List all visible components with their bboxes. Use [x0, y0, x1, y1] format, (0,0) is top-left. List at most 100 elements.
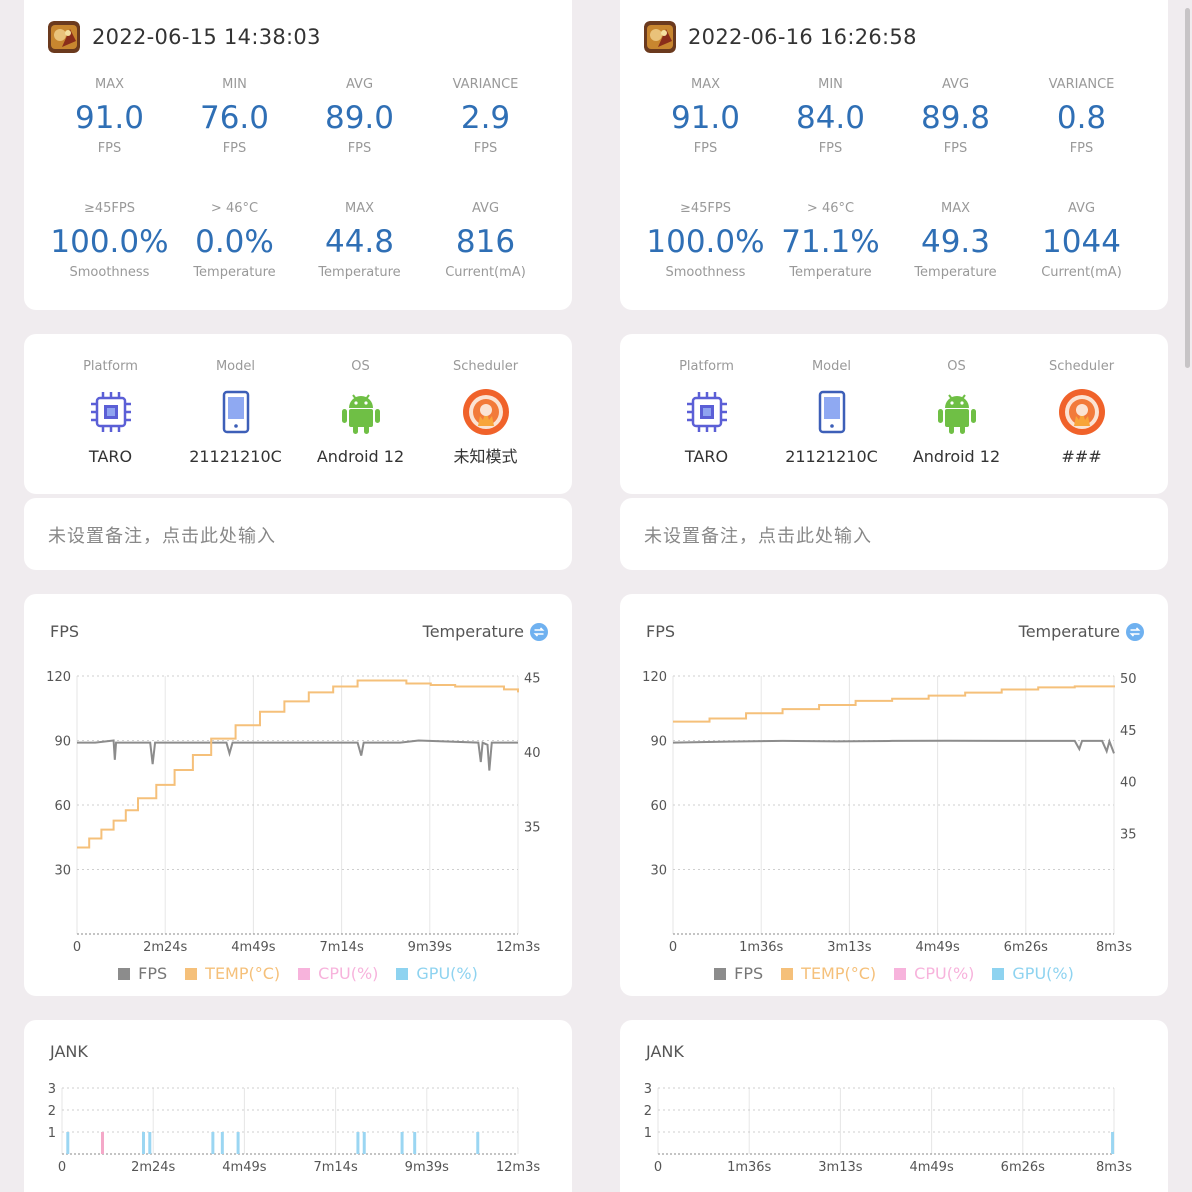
- x-tick-label: 1m36s: [727, 1160, 771, 1175]
- y2-tick-label: 50: [1120, 672, 1137, 687]
- swap-icon[interactable]: [1126, 622, 1144, 641]
- legend-fps[interactable]: FPS: [118, 964, 167, 983]
- y-tick-label: 2: [48, 1104, 56, 1119]
- jank-bar: [148, 1132, 152, 1154]
- note-input-card[interactable]: 未设置备注，点击此处输入: [620, 498, 1168, 570]
- series-tempc-line: [673, 685, 1115, 723]
- legend-gpu[interactable]: GPU(%): [396, 964, 478, 983]
- stat-unit: Temperature: [193, 265, 276, 280]
- model-label: Model: [811, 359, 852, 374]
- session-timestamp: 2022-06-16 16:26:58: [688, 25, 917, 49]
- os-label: OS: [947, 359, 966, 374]
- legend-cpu[interactable]: CPU(%): [298, 964, 378, 983]
- stat-other-stats-2: MAX 44.8 Temperature: [297, 200, 422, 282]
- temperature-toggle[interactable]: Temperature: [1019, 622, 1144, 641]
- stat-other-stats-3: AVG 816 Current(mA): [423, 200, 548, 282]
- jank-chart[interactable]: 0 2m24s 4m49s 7m14s 9m39s 12m3s 1 2 3: [24, 1020, 572, 1180]
- y-tick-label: 2: [644, 1104, 652, 1119]
- stat-other-stats-3: AVG 1044 Current(mA): [1019, 200, 1144, 282]
- x-tick-label: 0: [669, 940, 677, 954]
- fps-chart-card: 0 1m36s 3m13s 4m49s 6m26s 8m3s 30 60 90 120 35 40 45…: [620, 594, 1168, 996]
- y-tick-label: 90: [54, 735, 71, 750]
- platform-label: Platform: [679, 359, 734, 374]
- fps-chart-legend: FPS TEMP(°C) CPU(%) GPU(%): [620, 964, 1168, 983]
- stat-label: AVG: [471, 201, 500, 216]
- stat-other-stats-1: > 46°C 0.0% Temperature: [172, 200, 297, 282]
- stat-unit: Smoothness: [665, 265, 746, 280]
- y-tick-label: 120: [46, 670, 71, 685]
- temperature-toggle-label: Temperature: [422, 622, 524, 641]
- scheduler-info[interactable]: Scheduler ###: [1019, 358, 1144, 468]
- stat-fps-stats-0: MAX 91.0 FPS: [47, 76, 172, 158]
- stat-label: VARIANCE: [1048, 77, 1115, 92]
- x-tick-label: 4m49s: [222, 1160, 266, 1175]
- platform-info: Platform TARO: [644, 358, 769, 468]
- legend-gpu[interactable]: GPU(%): [992, 964, 1074, 983]
- device-info-card: Platform TARO Model: [24, 334, 572, 494]
- stat-unit: Temperature: [789, 265, 872, 280]
- series-fps-line: [77, 739, 518, 771]
- summary-card[interactable]: 2022-06-15 14:38:03 MAX 91.0 FPS MIN 76.0 FPS…: [24, 0, 572, 310]
- game-thumbnail-icon: [48, 21, 80, 53]
- fps-chart-card: 0 2m24s 4m49s 7m14s 9m39s 12m3s 30 60 90 120 35 40 4…: [24, 594, 572, 996]
- stat-unit: FPS: [473, 141, 498, 156]
- x-tick-label: 2m24s: [143, 940, 187, 954]
- session-timestamp: 2022-06-15 14:38:03: [92, 25, 321, 49]
- x-tick-label: 3m13s: [827, 940, 871, 954]
- x-tick-label: 0: [73, 940, 81, 954]
- swap-icon[interactable]: [530, 622, 548, 641]
- scheduler-label: Scheduler: [1048, 359, 1115, 374]
- stat-value: 100.0%: [50, 224, 169, 260]
- page-scrollbar[interactable]: [1185, 8, 1190, 368]
- y-tick-label: 120: [642, 670, 667, 685]
- x-tick-label: 0: [58, 1160, 66, 1175]
- stat-label: MAX: [344, 201, 374, 216]
- x-tick-label: 2m24s: [131, 1160, 175, 1175]
- stat-unit: Current(mA): [445, 265, 526, 280]
- chip-icon: [686, 392, 727, 432]
- jank-chart-title: JANK: [50, 1042, 88, 1061]
- note-placeholder[interactable]: 未设置备注，点击此处输入: [644, 526, 872, 547]
- stat-label: AVG: [941, 77, 970, 92]
- scheduler-value: 未知模式: [453, 447, 518, 466]
- game-thumbnail-icon: [644, 21, 676, 53]
- y-tick-label: 90: [650, 735, 667, 750]
- x-tick-label: 7m14s: [313, 1160, 357, 1175]
- stat-value: 89.8: [920, 100, 991, 136]
- x-tick-label: 4m49s: [231, 940, 275, 954]
- fps-chart-legend: FPS TEMP(°C) CPU(%) GPU(%): [24, 964, 572, 983]
- jank-bar: [220, 1132, 224, 1154]
- phone-icon: [818, 390, 845, 434]
- legend-cpu[interactable]: CPU(%): [894, 964, 974, 983]
- fps-chart-title: FPS: [50, 622, 80, 641]
- os-value: Android 12: [316, 447, 405, 466]
- legend-fps[interactable]: FPS: [714, 964, 763, 983]
- y-tick-label: 30: [650, 864, 667, 879]
- x-tick-label: 12m3s: [496, 940, 540, 954]
- x-tick-label: 6m26s: [1004, 940, 1048, 954]
- x-tick-label: 9m39s: [405, 1160, 449, 1175]
- stat-value: 71.1%: [781, 224, 880, 260]
- jank-bar: [1111, 1132, 1115, 1154]
- stat-label: VARIANCE: [452, 77, 519, 92]
- stat-value: 76.0: [199, 100, 270, 136]
- stat-label: > 46°C: [806, 201, 855, 216]
- scheduler-info[interactable]: Scheduler 未知模式: [423, 358, 548, 468]
- temperature-toggle[interactable]: Temperature: [423, 622, 548, 641]
- android-icon: [937, 394, 976, 434]
- x-tick-label: 12m3s: [496, 1160, 540, 1175]
- jank-chart[interactable]: 0 1m36s 3m13s 4m49s 6m26s 8m3s 1 2 3: [620, 1020, 1168, 1180]
- note-placeholder[interactable]: 未设置备注，点击此处输入: [48, 526, 276, 547]
- jank-bar: [413, 1132, 417, 1154]
- note-input-card[interactable]: 未设置备注，点击此处输入: [24, 498, 572, 570]
- fps-chart[interactable]: 0 1m36s 3m13s 4m49s 6m26s 8m3s 30 60 90 120 35 40 45…: [620, 594, 1168, 954]
- stat-fps-stats-1: MIN 76.0 FPS: [172, 76, 297, 158]
- os-label: OS: [351, 359, 370, 374]
- summary-card[interactable]: 2022-06-16 16:26:58 MAX 91.0 FPS MIN 84.0 FPS…: [620, 0, 1168, 310]
- jank-chart-card: JANK 0 2m24s 4m49s 7m14s 9m39s 12m3s 1 2 3: [24, 1020, 572, 1192]
- legend-temp[interactable]: TEMP(°C): [781, 964, 876, 983]
- legend-temp[interactable]: TEMP(°C): [185, 964, 280, 983]
- stat-value: 0.0%: [195, 224, 274, 260]
- scheduler-flame-icon: [1058, 389, 1105, 435]
- fps-chart[interactable]: 0 2m24s 4m49s 7m14s 9m39s 12m3s 30 60 90 120 35 40 4…: [24, 594, 572, 954]
